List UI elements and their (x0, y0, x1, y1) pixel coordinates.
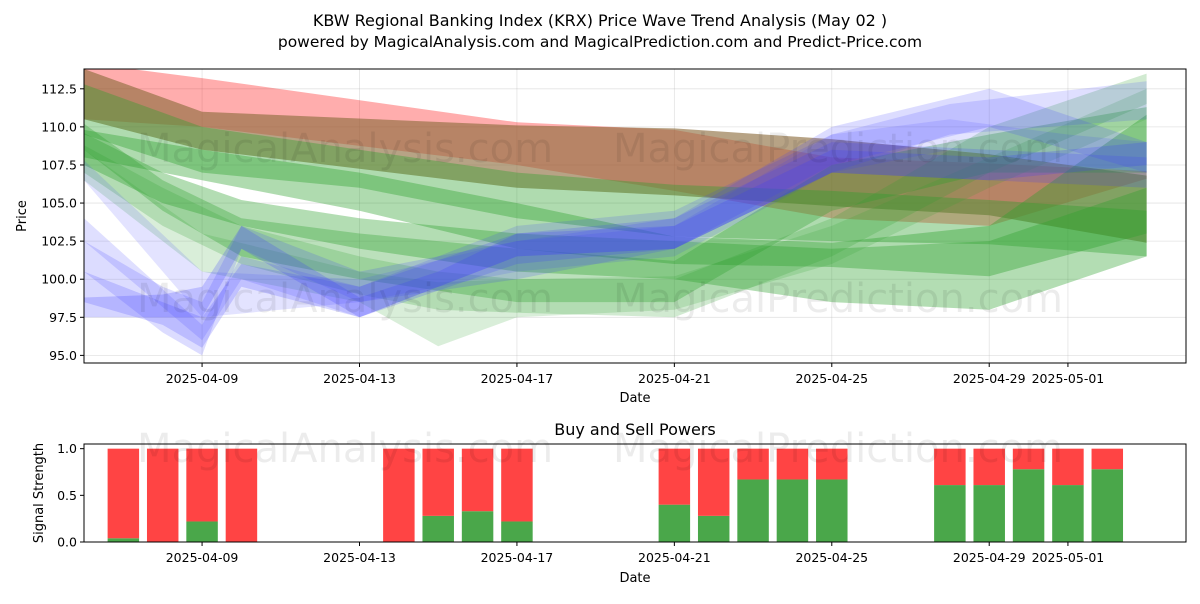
powers-x-tick-label: 2025-05-01 (1032, 550, 1105, 565)
wave-band-blue-wave-3 (84, 88, 1147, 356)
price-y-tick-label: 107.5 (41, 157, 77, 172)
price-y-axis-label: Price (15, 200, 30, 232)
sell-bar (1012, 448, 1045, 470)
price-x-tick-label: 2025-04-29 (953, 371, 1026, 386)
powers-plot-frame (83, 443, 1187, 543)
powers-x-tick-label: 2025-04-21 (638, 550, 711, 565)
wave-band-green-wave-4 (84, 107, 1147, 303)
powers-y-tick-label: 0.0 (57, 535, 77, 550)
buy-bar (737, 479, 769, 542)
wave-band-green-wave-3 (84, 133, 1147, 310)
buy-bar (422, 515, 454, 542)
buy-bar (973, 485, 1005, 542)
buy-bar (501, 521, 533, 542)
price-y-tick-label: 112.5 (41, 81, 77, 96)
sell-bar (658, 448, 691, 505)
wave-band-blue-wave-5 (84, 142, 1147, 318)
sell-bar (1091, 448, 1124, 470)
sell-bar (973, 448, 1005, 486)
wave-band-green-wave-1 (84, 84, 1147, 257)
powers-x-axis-label: Date (619, 571, 650, 586)
buy-bar (658, 504, 691, 542)
price-x-tick-label: 2025-04-09 (166, 371, 239, 386)
sell-bar (934, 448, 966, 486)
sell-bar (383, 448, 415, 542)
price-y-tick-label: 105.0 (41, 196, 77, 211)
wave-band-blue-wave-4 (84, 142, 1147, 348)
buy-bar (697, 515, 730, 542)
buy-bar (186, 521, 218, 542)
sell-bar (816, 448, 848, 480)
powers-x-tick-label: 2025-04-17 (481, 550, 554, 565)
price-y-tick-label: 95.0 (49, 348, 77, 363)
price-y-tick-label: 97.5 (49, 310, 77, 325)
buy-bar (776, 479, 809, 542)
sell-bar (1052, 448, 1084, 486)
sell-bar (225, 448, 258, 542)
wave-band-brown-wave (84, 69, 1147, 243)
chart-subtitle: powered by MagicalAnalysis.com and Magic… (278, 33, 922, 51)
powers-x-tick-label: 2025-04-25 (795, 550, 868, 565)
price-axis-ticks: 2025-04-09 2025-04-13 2025-04-17 2025-04-21… (41, 81, 1104, 386)
powers-x-tick-label: 2025-04-13 (323, 550, 396, 565)
sell-bar (422, 448, 454, 516)
wave-band-blue-wave-1 (84, 119, 1147, 318)
price-x-tick-label: 2025-04-17 (481, 371, 554, 386)
wave-band-green-wave-2 (84, 114, 1147, 277)
powers-x-tick-label: 2025-04-09 (166, 550, 239, 565)
price-waves (84, 69, 1147, 356)
wave-band-green-wave-5 (84, 73, 1147, 318)
watermark-top-right: MagicalPrediction.com (613, 126, 1063, 172)
powers-y-tick-label: 0.5 (57, 488, 77, 503)
watermark-top-left: MagicalAnalysis.com (137, 126, 553, 172)
price-x-axis-label: Date (619, 391, 650, 406)
powers-y-tick-label: 1.0 (57, 441, 77, 456)
sell-bar (737, 448, 769, 480)
buy-bar (1052, 485, 1084, 542)
price-y-tick-label: 100.0 (41, 272, 77, 287)
price-y-tick-label: 102.5 (41, 234, 77, 249)
buy-bar (1091, 469, 1124, 542)
price-x-tick-label: 2025-05-01 (1032, 371, 1105, 386)
price-plot-frame (83, 68, 1187, 364)
buy-bar (816, 479, 848, 542)
wave-band-blue-wave-2 (84, 81, 1147, 341)
sell-bar (776, 448, 809, 480)
watermark-bottom-left: MagicalAnalysis.com (137, 426, 553, 472)
sell-bar (146, 448, 179, 542)
buy-bar (461, 511, 494, 542)
buy-bar (1012, 469, 1045, 542)
price-x-tick-label: 2025-04-25 (795, 371, 868, 386)
watermark-mid-left: MagicalAnalysis.com (137, 276, 553, 322)
sell-bar (461, 448, 494, 512)
sell-bar (501, 448, 533, 522)
price-x-tick-label: 2025-04-13 (323, 371, 396, 386)
sell-bar (107, 448, 140, 539)
chart-title: KBW Regional Banking Index (KRX) Price W… (313, 11, 887, 30)
price-x-tick-label: 2025-04-21 (638, 371, 711, 386)
buy-bar (934, 485, 966, 542)
powers-title: Buy and Sell Powers (554, 420, 716, 439)
powers-x-tick-label: 2025-04-29 (953, 550, 1026, 565)
sell-bar (186, 448, 218, 522)
price-y-tick-label: 110.0 (41, 119, 77, 134)
powers-axis-ticks: 2025-04-09 2025-04-13 2025-04-17 2025-04-21… (57, 441, 1104, 565)
powers-bars (107, 448, 1124, 542)
sell-bar (697, 448, 730, 516)
powers-y-axis-label: Signal Strength (32, 443, 47, 543)
watermark-bottom-right: MagicalPrediction.com (613, 426, 1063, 472)
watermark-mid-right: MagicalPrediction.com (613, 276, 1063, 322)
buy-bar (107, 538, 140, 542)
wave-band-green-wave-6 (84, 88, 1147, 347)
